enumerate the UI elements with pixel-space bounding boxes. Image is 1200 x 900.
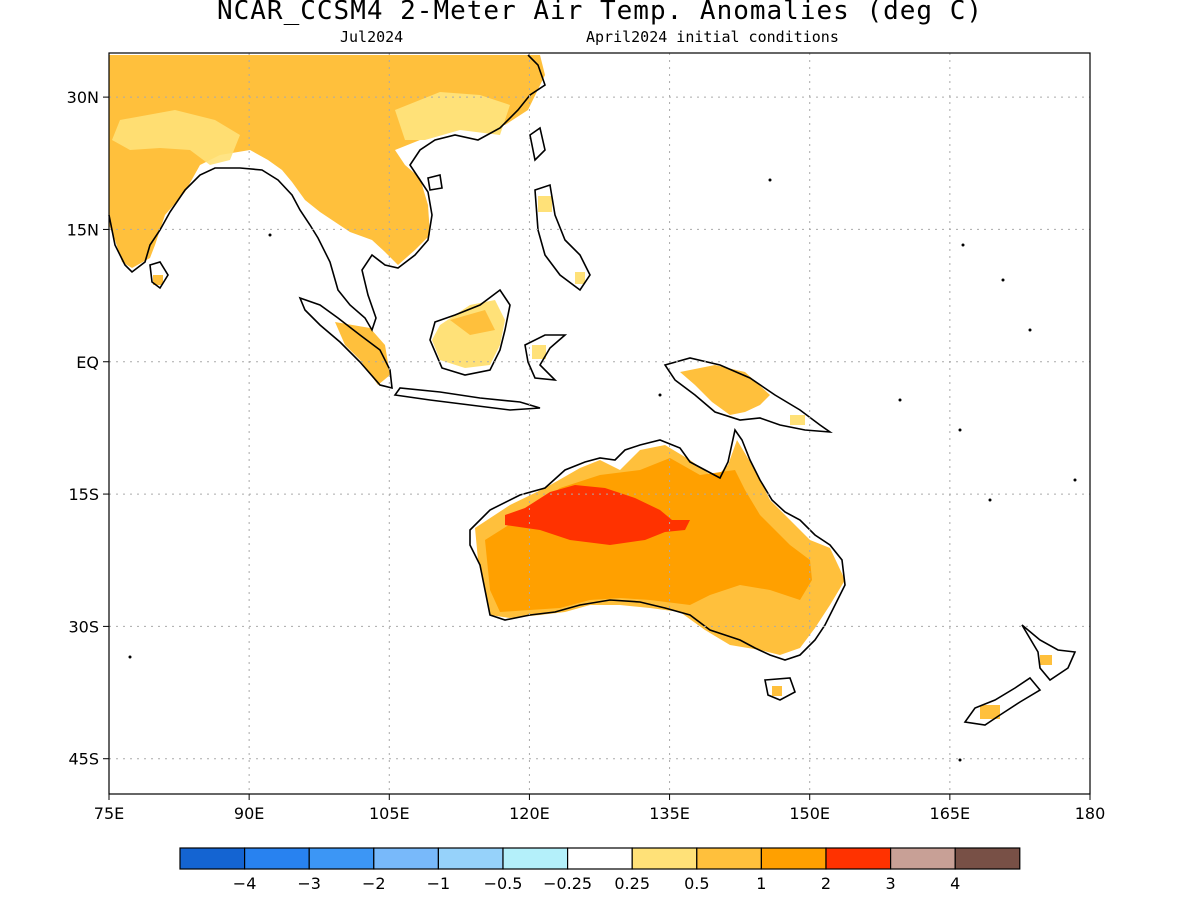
map-frame [109, 53, 1090, 794]
map-border [108, 52, 1091, 795]
pacific-islands [128, 178, 1077, 762]
tasmania-anomaly [772, 686, 782, 696]
colorbar-label: −4 [233, 874, 257, 893]
philippines-coastline [534, 183, 591, 292]
nz-south-coastline [963, 676, 1042, 726]
taiwan-coastline [529, 126, 546, 162]
island-dot [1001, 278, 1005, 282]
colorbar-label: 4 [950, 874, 960, 893]
colorbar-swatch [760, 847, 827, 870]
philippines-south-anomaly [575, 272, 585, 284]
lon-tick-label: 135E [649, 804, 690, 823]
colorbar-label: 1 [756, 874, 766, 893]
borneo-core-anomaly [450, 310, 495, 335]
lon-tick-label: 90E [234, 804, 264, 823]
srilanka-coastline [149, 261, 169, 290]
asia-coastline [108, 54, 546, 332]
island-dot [658, 393, 662, 397]
colorbar-swatch [179, 847, 246, 870]
lat-tick-label: 15S [68, 485, 99, 504]
island-dot [958, 428, 962, 432]
lat-tick-label: 30N [67, 88, 99, 107]
colorbar-label: 0.5 [684, 874, 709, 893]
color-legend: −4 −3 −2 −1 −0.5 −0.25 0.25 0.5 1 2 3 4 [179, 847, 1021, 893]
colorbar-swatch [502, 847, 569, 870]
island-dot [1028, 328, 1032, 332]
island-dot [768, 178, 772, 182]
graticule [109, 53, 1090, 794]
initial-conditions: April2024 initial conditions [586, 28, 839, 46]
colorbar-label: 2 [821, 874, 831, 893]
tasmania-coastline [764, 677, 796, 701]
colorbar-swatch [308, 847, 375, 870]
lon-tick-label: 75E [94, 804, 124, 823]
australia-hot-anomaly [505, 485, 690, 545]
colorbar-swatch [373, 847, 439, 870]
colorbar-swatch [244, 847, 310, 870]
sumatra-coastline [298, 296, 393, 390]
srilanka-anomaly [153, 275, 163, 285]
island-dot [268, 233, 272, 237]
lat-tick-label: 45S [68, 750, 99, 769]
longitude-labels: 75E 90E 105E 120E 135E 150E 165E 180 [94, 794, 1106, 823]
island-dot [958, 758, 962, 762]
java-coastline [393, 387, 541, 411]
lon-tick-label: 165E [930, 804, 971, 823]
nz-anomaly-south [980, 705, 1000, 719]
colorbar-swatch [631, 847, 698, 870]
sulawesi-coastline [524, 334, 568, 382]
lon-tick-label: 180 [1075, 804, 1106, 823]
colorbar-swatch [825, 847, 892, 870]
anomaly-shading [109, 55, 1052, 719]
tibet-weak-region [112, 110, 240, 165]
australia-coastline [469, 428, 846, 661]
philippines-anomaly [538, 196, 552, 212]
island-dot [988, 498, 992, 502]
island-dot [961, 243, 965, 247]
colorbar-swatch [566, 847, 633, 870]
lat-tick-label: 30S [68, 617, 99, 636]
nz-north-coastline [1021, 624, 1077, 682]
borneo-coastline [429, 288, 511, 376]
colorbar-swatch [437, 847, 504, 870]
sulawesi-anomaly [532, 345, 546, 359]
colorbar-label: 0.25 [614, 874, 650, 893]
nz-anomaly-north [1040, 655, 1052, 665]
colorbar-label: 3 [886, 874, 896, 893]
colorbar-swatch [889, 847, 956, 870]
newguinea-weak-anomaly [790, 415, 805, 425]
colorbar-label: −3 [297, 874, 321, 893]
lat-tick-label: 15N [67, 220, 99, 239]
coastlines [108, 54, 1077, 726]
colorbar-label: −0.5 [484, 874, 523, 893]
latitude-labels: 30N 15N EQ 15S 30S 45S [67, 88, 109, 769]
lat-tick-label: EQ [76, 353, 99, 372]
island-dot [128, 655, 132, 659]
colorbar-swatch [696, 847, 762, 870]
lon-tick-label: 120E [509, 804, 550, 823]
colorbar-label: −0.25 [543, 874, 592, 893]
map-title: NCAR_CCSM4 2-Meter Air Temp. Anomalies (… [216, 0, 984, 26]
china-weak-region [395, 92, 510, 140]
lon-tick-label: 150E [789, 804, 830, 823]
colorbar-label: −1 [427, 874, 451, 893]
colorbar-swatch [954, 847, 1021, 870]
forecast-month: Jul2024 [340, 28, 404, 46]
sumatra-anomaly [335, 322, 390, 385]
hainan-coastline [427, 174, 443, 191]
island-dot [1073, 478, 1077, 482]
island-dot [898, 398, 902, 402]
newguinea-coastline [663, 357, 833, 434]
lon-tick-label: 105E [369, 804, 410, 823]
colorbar-label: −2 [362, 874, 386, 893]
